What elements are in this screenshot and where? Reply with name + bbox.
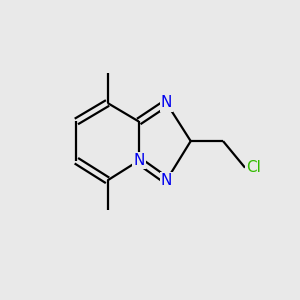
Text: N: N — [133, 153, 144, 168]
Text: N: N — [161, 173, 172, 188]
Text: N: N — [161, 95, 172, 110]
Text: Cl: Cl — [246, 160, 261, 175]
